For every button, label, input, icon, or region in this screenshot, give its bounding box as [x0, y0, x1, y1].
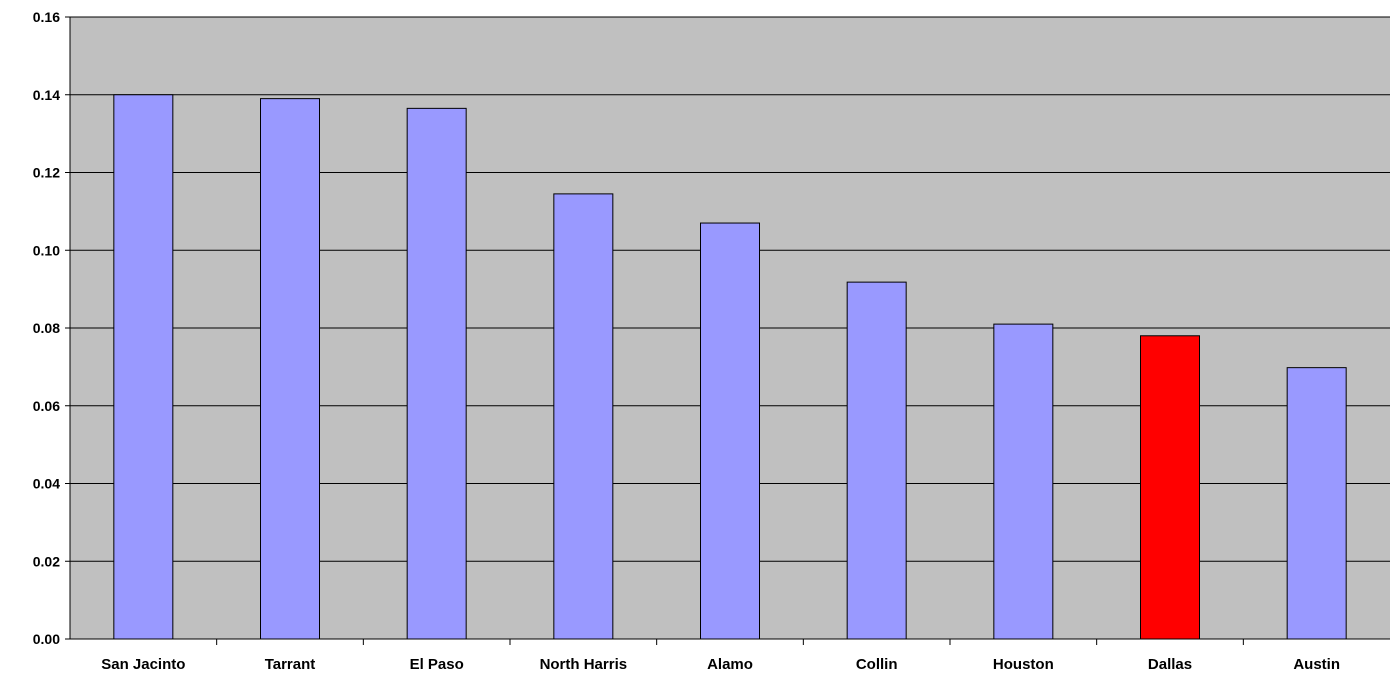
bar-tarrant — [260, 98, 320, 640]
y-tick-label: 0.14 — [33, 87, 60, 103]
x-tick-label: Austin — [1293, 656, 1340, 673]
x-tick-label: North Harris — [540, 656, 628, 673]
y-tick-label: 0.02 — [33, 553, 60, 569]
axes — [65, 16, 1390, 645]
y-tick-label: 0.08 — [33, 320, 60, 336]
x-tick-labels: San Jacinto Tarrant El Paso North Harris Ala… — [101, 656, 1340, 673]
y-tick-labels: 0.00 0.02 0.04 0.06 0.08 0.10 0.12 0.14 0.16 — [33, 9, 60, 647]
bar-houston — [993, 323, 1054, 640]
bar-austin — [1286, 367, 1347, 640]
bar-collin — [846, 281, 907, 640]
y-tick-label: 0.16 — [33, 9, 60, 25]
bar-dallas — [1140, 335, 1200, 640]
y-tick-label: 0.10 — [33, 242, 60, 258]
x-tick-label: Collin — [856, 656, 898, 673]
bar-san-jacinto — [113, 94, 174, 640]
bar-el-paso — [406, 107, 467, 640]
x-tick-label: Tarrant — [265, 656, 316, 673]
x-tick-label: Houston — [993, 656, 1054, 673]
y-tick-label: 0.00 — [33, 631, 60, 647]
bar-north-harris — [553, 193, 614, 640]
bar-alamo — [700, 222, 760, 640]
x-tick-label: El Paso — [410, 656, 464, 673]
x-tick-label: San Jacinto — [101, 656, 185, 673]
x-tick-label: Dallas — [1148, 656, 1192, 673]
y-tick-label: 0.12 — [33, 165, 60, 181]
y-tick-label: 0.04 — [33, 476, 60, 492]
bars — [113, 94, 1347, 640]
x-tick-label: Alamo — [707, 656, 753, 673]
y-tick-label: 0.06 — [33, 398, 60, 414]
